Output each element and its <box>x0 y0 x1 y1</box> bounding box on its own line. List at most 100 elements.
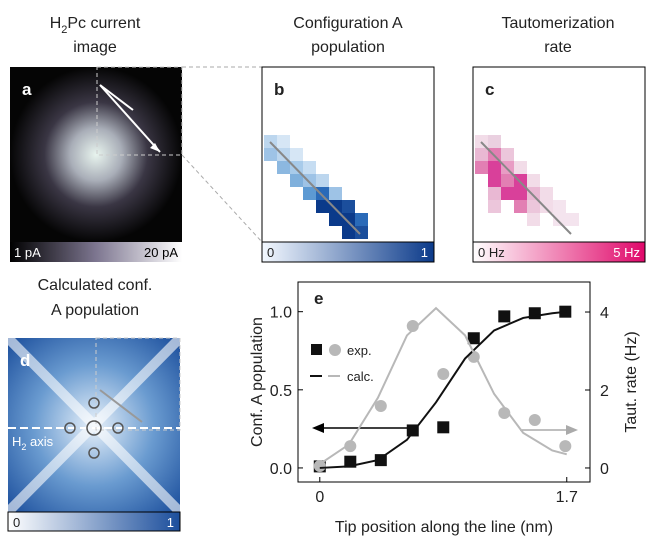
y2-tick-label: 0 <box>600 461 609 478</box>
legend-label: exp. <box>347 343 372 358</box>
pixel <box>488 187 501 200</box>
molecule <box>64 397 124 459</box>
pixel <box>277 135 290 148</box>
panel-label: d <box>20 351 30 370</box>
panel-b: Configuration A population b 0 1 <box>261 15 435 263</box>
pixel <box>316 174 329 187</box>
pixel <box>316 200 329 213</box>
pixel <box>290 148 303 161</box>
pixel <box>488 135 501 148</box>
colorbar-label: 20 pA <box>144 245 178 260</box>
y2-tick-label: 4 <box>600 305 609 322</box>
pixel <box>303 174 316 187</box>
plot-frame <box>297 281 591 483</box>
line-arrow <box>99 389 143 423</box>
pixel <box>514 174 527 187</box>
stm-image <box>10 67 182 242</box>
panel-title: Configuration A <box>293 15 403 32</box>
pixel <box>342 226 355 239</box>
pixel <box>540 200 553 213</box>
arrow-head <box>566 425 578 435</box>
x-axis-label: Tip position along the line (nm) <box>335 519 553 536</box>
y2-axis-label: Taut. rate (Hz) <box>623 331 640 432</box>
pixel <box>290 161 303 174</box>
pixel <box>316 187 329 200</box>
panel-title: A population <box>51 302 139 319</box>
colorbar <box>10 242 182 262</box>
line-arrow <box>269 141 361 235</box>
colorbar-label: 1 pA <box>14 245 41 260</box>
x-tick-label: 1.7 <box>556 489 578 506</box>
panel-e: e 0 1.7 0.0 0.5 1.0 0 2 4 Tip position along the … <box>249 281 640 536</box>
pixel <box>355 226 368 239</box>
pixel <box>566 213 579 226</box>
pixel <box>342 213 355 226</box>
calc-curve <box>319 306 568 465</box>
colorbar <box>7 511 181 532</box>
exp-point <box>406 320 419 333</box>
exp-point <box>528 414 541 427</box>
colorbar <box>261 241 435 263</box>
pixel <box>501 174 514 187</box>
pixel <box>514 187 527 200</box>
y-tick-label: 0.5 <box>270 383 292 400</box>
pixel <box>290 174 303 187</box>
zoom-box <box>96 66 183 156</box>
pixel <box>514 161 527 174</box>
axis-label: H2 axis <box>12 434 54 452</box>
pixel <box>277 161 290 174</box>
panel-label: c <box>485 80 494 99</box>
panel-label: a <box>22 80 32 99</box>
pixel <box>488 200 501 213</box>
panel-title: population <box>311 39 385 56</box>
pixel <box>540 187 553 200</box>
pixel <box>527 213 540 226</box>
exp-point <box>344 440 357 453</box>
colorbar-label: 1 <box>167 515 174 530</box>
calc-map-ridge <box>4 334 184 516</box>
colorbar-label: 0 Hz <box>478 245 505 260</box>
exp-point <box>437 421 450 434</box>
panel-a: H2Pc current image a 1 pA 20 pA <box>10 15 263 262</box>
pixel <box>303 187 316 200</box>
panel-title: H2Pc current <box>50 15 141 36</box>
pixel <box>553 213 566 226</box>
pixel <box>514 200 527 213</box>
arrow-head <box>312 423 324 433</box>
legend-key <box>329 344 341 356</box>
pixel <box>475 161 488 174</box>
y2-tick-label: 2 <box>600 383 609 400</box>
y-axis-label: Conf. A population <box>249 317 266 447</box>
zoom-box <box>95 337 181 431</box>
colorbar-label: 0 <box>267 245 274 260</box>
pixel <box>501 148 514 161</box>
pixel <box>475 148 488 161</box>
arrow-head <box>150 143 160 152</box>
pixel <box>264 148 277 161</box>
exp-point <box>498 310 511 323</box>
panel-label: b <box>274 80 284 99</box>
colorbar <box>472 241 646 263</box>
panel-label: e <box>314 289 323 308</box>
panel-title: Calculated conf. <box>38 277 153 294</box>
line-arrow <box>99 84 134 111</box>
legend-key <box>311 344 322 355</box>
panel-title: rate <box>544 39 572 56</box>
pixel <box>501 161 514 174</box>
pixel <box>488 161 501 174</box>
line-arrow <box>99 84 161 153</box>
exp-point <box>374 399 387 412</box>
pixel <box>329 213 342 226</box>
y-tick-label: 1.0 <box>270 305 292 322</box>
pixel <box>342 200 355 213</box>
line-arrow <box>480 141 572 235</box>
pixel <box>527 187 540 200</box>
zoom-line <box>181 154 263 243</box>
pixel <box>303 161 316 174</box>
colorbar-label: 1 <box>421 245 428 260</box>
pixel <box>527 174 540 187</box>
colorbar-label: 0 <box>13 515 20 530</box>
pixel <box>527 200 540 213</box>
calc-curve <box>319 310 567 469</box>
